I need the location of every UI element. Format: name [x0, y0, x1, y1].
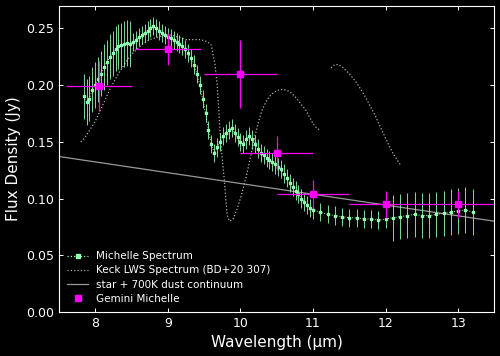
Y-axis label: Flux Density (Jy): Flux Density (Jy)	[6, 96, 20, 221]
X-axis label: Wavelength (μm): Wavelength (μm)	[211, 335, 342, 350]
Legend: Michelle Spectrum, Keck LWS Spectrum (BD+20 307), star + 700K dust continuum, Ge: Michelle Spectrum, Keck LWS Spectrum (BD…	[64, 248, 274, 307]
